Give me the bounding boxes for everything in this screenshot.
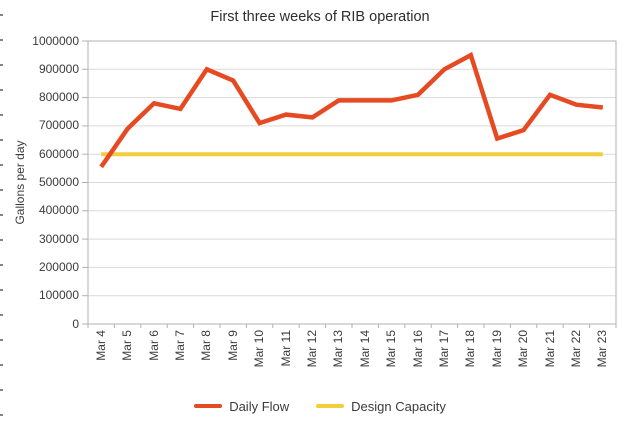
x-tick-label: Mar 18 [463, 330, 478, 368]
y-tick-label: 600000 [38, 146, 79, 161]
chart-title: First three weeks of RIB operation [210, 9, 430, 25]
y-tick-label: 0 [72, 316, 79, 331]
daily-flow-line [99, 51, 604, 169]
x-tick-label: Mar 9 [225, 330, 240, 361]
x-tick-label: Mar 8 [199, 330, 214, 361]
y-tick-label: 100000 [38, 288, 79, 303]
x-tick-label: Mar 20 [516, 330, 531, 368]
legend-item-daily-flow: Daily Flow [194, 399, 289, 414]
y-tick-label: 400000 [38, 203, 79, 218]
page-edge-marks [0, 14, 3, 422]
x-tick-label: Mar 22 [568, 330, 583, 368]
x-tick-label: Mar 13 [331, 330, 346, 368]
y-tick-label: 300000 [38, 231, 79, 246]
y-tick-label: 1000000 [32, 33, 79, 48]
y-tick-label: 700000 [38, 118, 79, 133]
legend-label-design-capacity: Design Capacity [351, 398, 446, 414]
x-tick-label: Mar 12 [304, 330, 319, 368]
legend-label-daily-flow: Daily Flow [229, 398, 290, 414]
design-capacity-line-swatch [316, 404, 345, 408]
legend: Daily Flow Design Capacity [0, 396, 640, 416]
x-tick-label: Mar 6 [146, 330, 161, 361]
y-tick-label: 800000 [38, 90, 79, 105]
x-tick-label: Mar 5 [120, 330, 135, 361]
x-tick-label: Mar 23 [595, 330, 610, 368]
x-tick-label: Mar 17 [436, 330, 451, 368]
y-tick-label: 500000 [38, 175, 79, 189]
x-tick-label: Mar 7 [172, 330, 187, 361]
x-tick-label: Mar 16 [410, 330, 425, 368]
legend-item-design-capacity: Design Capacity [316, 399, 446, 414]
x-tick-label: Mar 19 [489, 330, 504, 368]
y-tick-label: 200000 [38, 259, 79, 274]
x-tick-label: Mar 4 [93, 330, 108, 361]
y-tick-label: 900000 [38, 61, 79, 76]
x-tick-label: Mar 14 [357, 330, 372, 368]
x-tick-label: Mar 11 [278, 330, 293, 367]
x-tick-label: Mar 10 [252, 330, 267, 368]
daily-flow-line-swatch [194, 404, 223, 408]
x-tick-label: Mar 21 [542, 330, 557, 368]
x-tick-label: Mar 15 [384, 330, 399, 368]
plot-border [87, 40, 617, 325]
